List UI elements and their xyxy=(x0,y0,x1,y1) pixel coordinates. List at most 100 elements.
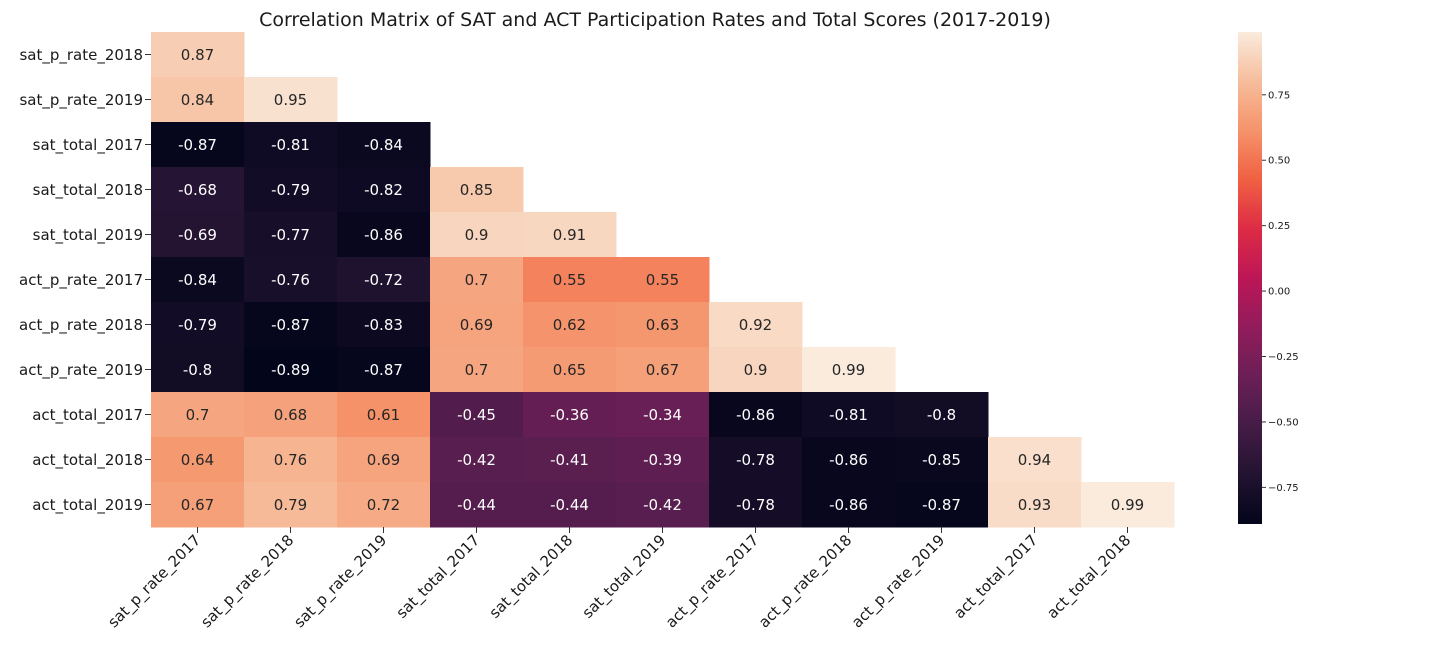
heatmap-cell xyxy=(244,77,338,123)
heatmap-cell xyxy=(337,122,431,168)
heatmap-cell xyxy=(709,392,803,438)
cell-value-label: -0.87 xyxy=(178,136,217,154)
row-label: sat_total_2019 xyxy=(33,226,143,245)
heatmap-cell xyxy=(244,437,338,483)
cell-value-label: -0.42 xyxy=(643,496,682,514)
column-label: act_p_rate_2019 xyxy=(848,531,949,632)
heatmap-cell xyxy=(430,437,524,483)
heatmap-cell xyxy=(523,302,617,348)
cell-value-label: 0.7 xyxy=(465,361,489,379)
cell-value-label: 0.99 xyxy=(1111,496,1144,514)
heatmap-cell xyxy=(430,392,524,438)
cell-value-label: 0.92 xyxy=(739,316,772,334)
cell-value-label: -0.44 xyxy=(550,496,589,514)
heatmap-cell xyxy=(802,392,896,438)
heatmap-cell xyxy=(151,212,245,258)
cell-value-label: -0.42 xyxy=(457,451,496,469)
heatmap-cell xyxy=(616,482,710,528)
heatmap-cell xyxy=(430,167,524,213)
cell-value-label: -0.76 xyxy=(271,271,310,289)
column-label: sat_total_2017 xyxy=(393,531,484,622)
column-label: act_total_2018 xyxy=(1043,531,1135,623)
cell-value-label: -0.84 xyxy=(364,136,403,154)
heatmap-cell xyxy=(244,122,338,168)
cell-value-label: -0.77 xyxy=(271,226,310,244)
column-labels: sat_p_rate_2017sat_p_rate_2018sat_p_rate… xyxy=(104,527,1135,632)
row-label: act_total_2017 xyxy=(32,406,143,425)
column-label: act_p_rate_2017 xyxy=(662,531,763,632)
heatmap-cell xyxy=(151,482,245,528)
heatmap-cell xyxy=(430,212,524,258)
cell-value-label: 0.95 xyxy=(274,91,307,109)
heatmap-cell xyxy=(895,482,989,528)
heatmap-cell xyxy=(337,212,431,258)
heatmap-cell xyxy=(151,32,245,78)
cell-value-label: -0.78 xyxy=(736,451,775,469)
heatmap-cell xyxy=(988,437,1082,483)
cell-value-label: 0.91 xyxy=(553,226,586,244)
heatmap-cell xyxy=(523,257,617,303)
heatmap-cell xyxy=(616,392,710,438)
heatmap-cell xyxy=(802,437,896,483)
colorbar: 0.75 0.50 0.25 0.00 −0.25 −0.50 −0.75 xyxy=(1238,32,1299,524)
heatmap-cell xyxy=(244,212,338,258)
column-label: sat_p_rate_2019 xyxy=(290,531,391,632)
heatmap-cell xyxy=(988,482,1082,528)
heatmap-cell xyxy=(151,437,245,483)
heatmap-cell xyxy=(523,212,617,258)
heatmap-cells: 0.87 0.84 0.95 -0.87 -0.81 -0.84 -0.68 -0.79 -0.… xyxy=(151,32,1175,528)
heatmap-cell xyxy=(151,122,245,168)
heatmap-cell xyxy=(709,437,803,483)
cell-value-label: -0.82 xyxy=(364,181,403,199)
cell-value-label: -0.8 xyxy=(183,361,212,379)
heatmap-cell xyxy=(616,437,710,483)
heatmap-cell xyxy=(244,302,338,348)
cell-value-label: 0.7 xyxy=(186,406,210,424)
colorbar-tick-label: −0.25 xyxy=(1268,352,1299,363)
cell-value-label: -0.86 xyxy=(829,451,868,469)
heatmap-cell xyxy=(802,482,896,528)
row-label: act_p_rate_2017 xyxy=(19,271,143,290)
cell-value-label: -0.89 xyxy=(271,361,310,379)
heatmap-cell xyxy=(523,392,617,438)
row-labels: sat_p_rate_2018 sat_p_rate_2019 sat_total_… xyxy=(19,46,151,515)
cell-value-label: 0.65 xyxy=(553,361,586,379)
column-label: sat_total_2018 xyxy=(486,531,577,622)
cell-value-label: -0.81 xyxy=(271,136,310,154)
heatmap-cell xyxy=(244,257,338,303)
row-label: sat_p_rate_2019 xyxy=(19,91,143,110)
heatmap-cell xyxy=(430,302,524,348)
cell-value-label: -0.83 xyxy=(364,316,403,334)
column-label: sat_p_rate_2017 xyxy=(104,531,205,632)
cell-value-label: 0.7 xyxy=(465,271,489,289)
cell-value-label: 0.84 xyxy=(181,91,214,109)
heatmap-cell xyxy=(244,392,338,438)
row-label: sat_p_rate_2018 xyxy=(19,46,143,65)
heatmap-cell xyxy=(337,302,431,348)
cell-value-label: -0.39 xyxy=(643,451,682,469)
cell-value-label: 0.67 xyxy=(181,496,214,514)
cell-value-label: 0.76 xyxy=(274,451,307,469)
cell-value-label: 0.93 xyxy=(1018,496,1051,514)
cell-value-label: 0.9 xyxy=(465,226,489,244)
colorbar-tick-label: −0.75 xyxy=(1268,483,1299,494)
colorbar-tick-label: 0.50 xyxy=(1268,156,1290,167)
cell-value-label: -0.85 xyxy=(922,451,961,469)
cell-value-label: -0.84 xyxy=(178,271,217,289)
row-label: sat_total_2017 xyxy=(33,136,143,155)
cell-value-label: -0.78 xyxy=(736,496,775,514)
cell-value-label: 0.55 xyxy=(553,271,586,289)
row-label: act_total_2018 xyxy=(32,451,143,470)
heatmap-cell xyxy=(151,347,245,393)
heatmap-cell xyxy=(523,437,617,483)
heatmap-cell xyxy=(151,302,245,348)
cell-value-label: 0.62 xyxy=(553,316,586,334)
heatmap-cell xyxy=(337,347,431,393)
row-label: act_p_rate_2018 xyxy=(19,316,143,335)
cell-value-label: 0.94 xyxy=(1018,451,1051,469)
cell-value-label: 0.64 xyxy=(181,451,214,469)
heatmap-cell xyxy=(244,167,338,213)
heatmap-cell xyxy=(523,347,617,393)
cell-value-label: 0.55 xyxy=(646,271,679,289)
